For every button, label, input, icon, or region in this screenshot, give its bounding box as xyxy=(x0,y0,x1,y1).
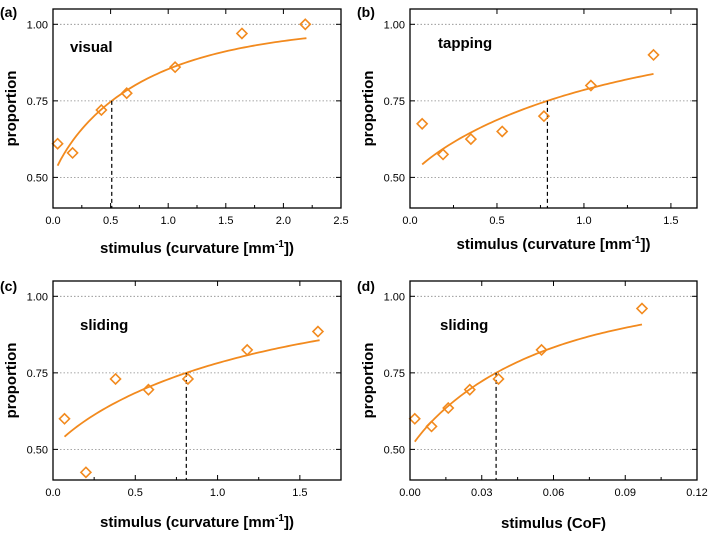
x-tick-label: 0.06 xyxy=(543,487,564,499)
data-point xyxy=(168,61,182,74)
data-point xyxy=(635,302,649,315)
y-tick-label: 0.50 xyxy=(27,172,48,184)
data-point xyxy=(408,412,421,425)
y-tick-label: 0.50 xyxy=(27,444,48,456)
panel-b: 0.0 0.5 1.0 1.5 0.50 0.75 1.00 (b) tapping stimul… xyxy=(357,4,698,253)
data-point xyxy=(442,401,455,415)
data-point xyxy=(436,148,450,161)
fit-curve xyxy=(421,73,654,166)
condition-label: sliding xyxy=(440,317,488,334)
y-tick-label: 1.00 xyxy=(27,291,48,303)
data-point xyxy=(51,137,64,150)
panel-a: 0.0 0.5 1.0 1.5 2.0 2.5 0.50 0.75 1.00 (a) visual s… xyxy=(0,4,349,257)
data-point xyxy=(109,372,122,386)
x-tick-label: 0.09 xyxy=(615,487,636,499)
y-axis-title: proportion xyxy=(3,343,20,419)
plot-frame xyxy=(52,8,342,209)
data-point xyxy=(241,343,254,357)
data-point xyxy=(142,383,155,396)
data-point xyxy=(58,412,71,425)
plot-frame xyxy=(409,280,698,481)
x-tick-label: 1.0 xyxy=(161,215,176,227)
data-point xyxy=(535,343,548,357)
x-tick-label: 0.00 xyxy=(399,487,420,499)
x-axis-title: stimulus (CoF) xyxy=(501,515,606,532)
condition-label: tapping xyxy=(438,35,492,52)
x-tick-label: 1.5 xyxy=(663,215,678,227)
data-point xyxy=(299,18,312,31)
data-point xyxy=(416,117,429,130)
y-tick-label: 1.00 xyxy=(27,19,48,31)
fit-curve xyxy=(56,37,307,167)
x-tick-label: 1.0 xyxy=(576,215,591,227)
panel-letter: (b) xyxy=(357,4,375,20)
data-point xyxy=(79,466,93,479)
x-tick-label: 1.5 xyxy=(218,215,233,227)
x-tick-label: 0.0 xyxy=(402,215,417,227)
data-point xyxy=(311,325,325,338)
condition-label: visual xyxy=(70,39,113,56)
y-tick-label: 0.50 xyxy=(384,444,405,456)
y-tick-label: 0.75 xyxy=(384,368,405,380)
panel-letter: (d) xyxy=(357,278,375,294)
y-tick-label: 0.75 xyxy=(27,368,48,380)
data-point xyxy=(95,103,108,117)
data-point xyxy=(66,146,79,160)
data-point xyxy=(463,383,476,396)
plot-frame xyxy=(409,8,698,209)
data-point xyxy=(584,79,598,92)
plot-frame xyxy=(52,280,342,481)
x-tick-label: 2.5 xyxy=(333,215,348,227)
y-axis-title: proportion xyxy=(3,71,20,147)
data-point xyxy=(120,87,133,100)
panel-letter: (c) xyxy=(0,278,17,294)
data-point xyxy=(492,372,505,386)
panel-c: 0.0 0.5 1.0 1.5 0.50 0.75 1.00 (c) sliding stimul… xyxy=(0,278,342,531)
y-axis-title: proportion xyxy=(360,343,377,419)
x-tick-label: 0.0 xyxy=(45,215,60,227)
x-tick-label: 0.03 xyxy=(471,487,492,499)
data-point xyxy=(537,110,551,123)
x-tick-label: 1.0 xyxy=(210,487,225,499)
data-point xyxy=(647,48,660,62)
data-point xyxy=(496,125,509,138)
x-tick-label: 2.0 xyxy=(276,215,291,227)
data-point xyxy=(425,420,438,433)
y-tick-label: 1.00 xyxy=(384,19,405,31)
x-axis-title: stimulus (curvature [mm-1]) xyxy=(457,235,651,253)
data-point xyxy=(181,372,195,386)
data-point xyxy=(464,132,478,146)
data-point xyxy=(235,27,249,40)
x-tick-label: 0.0 xyxy=(45,487,60,499)
fit-curve xyxy=(414,323,643,443)
panel-letter: (a) xyxy=(0,4,17,20)
panel-d: 0.00 0.03 0.06 0.09 0.12 0.50 0.75 1.00 (d) slidi… xyxy=(357,278,708,532)
x-tick-label: 0.5 xyxy=(103,215,118,227)
fit-curve xyxy=(63,339,320,438)
y-tick-label: 0.75 xyxy=(27,96,48,108)
y-tick-label: 1.00 xyxy=(384,291,405,303)
condition-label: sliding xyxy=(80,317,128,334)
x-tick-label: 0.5 xyxy=(128,487,143,499)
x-axis-title: stimulus (curvature [mm-1]) xyxy=(100,513,294,531)
y-axis-title: proportion xyxy=(360,71,377,147)
x-axis-title: stimulus (curvature [mm-1]) xyxy=(100,239,294,257)
x-tick-label: 1.5 xyxy=(292,487,307,499)
x-tick-label: 0.5 xyxy=(489,215,504,227)
y-tick-label: 0.50 xyxy=(384,172,405,184)
x-tick-label: 0.12 xyxy=(686,487,707,499)
y-tick-label: 0.75 xyxy=(384,96,405,108)
